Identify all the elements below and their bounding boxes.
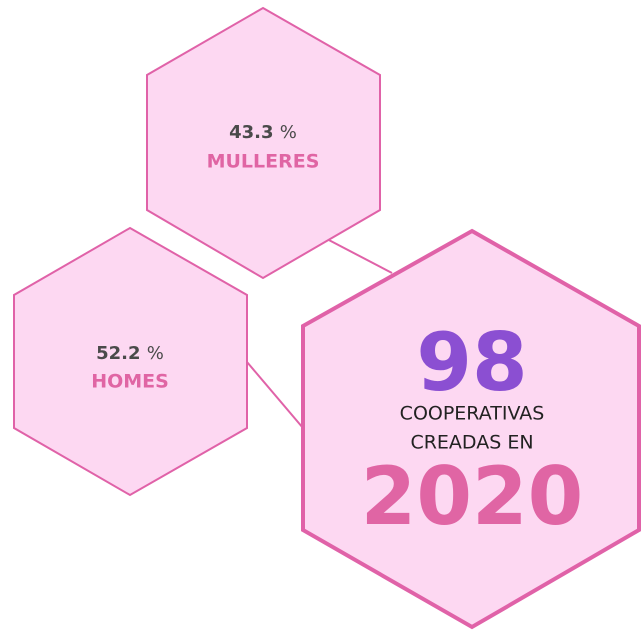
percentage: 43.3 % bbox=[229, 122, 297, 143]
label: MULLERES bbox=[207, 151, 320, 173]
caption: CREADAS EN bbox=[410, 432, 533, 454]
caption: COOPERATIVAS bbox=[400, 403, 545, 425]
connector bbox=[246, 361, 304, 429]
unit: % bbox=[147, 343, 164, 364]
label: HOMES bbox=[91, 371, 169, 393]
value: 52.2 bbox=[96, 343, 140, 364]
hexagon bbox=[13, 226, 248, 497]
big-number: 98 bbox=[416, 316, 527, 409]
connector bbox=[324, 237, 393, 274]
percentage: 52.2 % bbox=[96, 343, 164, 364]
year: 2020 bbox=[361, 450, 584, 543]
hexagon bbox=[301, 228, 641, 630]
hexagon bbox=[146, 6, 381, 280]
unit: % bbox=[280, 122, 297, 143]
value: 43.3 bbox=[229, 122, 273, 143]
